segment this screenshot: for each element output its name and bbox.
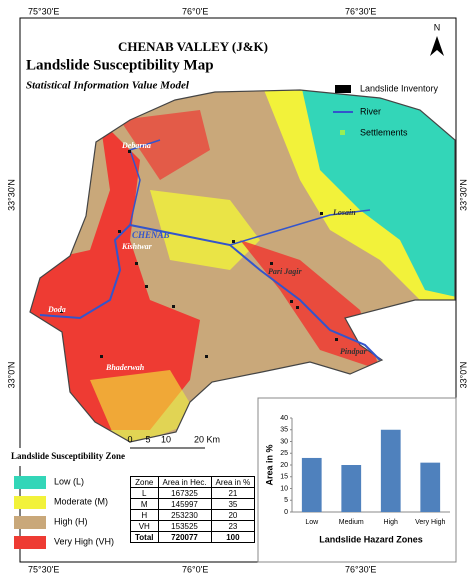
y-tick-label: 5 bbox=[284, 497, 288, 504]
legend-label: Landslide Inventory bbox=[360, 83, 439, 93]
model: Statistical Information Value Model bbox=[26, 80, 190, 92]
zone-swatch bbox=[14, 476, 46, 489]
north-arrow bbox=[430, 36, 444, 56]
y-axis-label: Area in % bbox=[264, 444, 274, 485]
place-label: Kishtwar bbox=[121, 242, 153, 251]
table-cell: L bbox=[130, 487, 159, 499]
graticule-label: 76°30'E bbox=[345, 564, 376, 574]
area-table: Zone Area in Hec. Area in % L 167325 21 M 145… bbox=[130, 476, 256, 543]
table-header: Zone bbox=[130, 476, 159, 488]
y-tick-label: 15 bbox=[280, 474, 288, 481]
place-label: Doda bbox=[47, 305, 66, 314]
graticule-label: 76°0'E bbox=[182, 564, 208, 574]
map-frame bbox=[19, 17, 457, 563]
y-tick-label: 10 bbox=[280, 485, 288, 492]
table-cell: 167325 bbox=[157, 487, 212, 499]
legend-symbol bbox=[340, 130, 345, 135]
table-cell: 253230 bbox=[157, 509, 212, 521]
zone-label: Very High (VH) bbox=[54, 536, 114, 546]
x-tick-label: Very High bbox=[415, 519, 445, 526]
legend-label: Settlements bbox=[360, 127, 408, 137]
zone-label: High (H) bbox=[54, 516, 88, 526]
scale-label: 10 bbox=[161, 434, 171, 444]
place-label: Debarna bbox=[121, 141, 151, 150]
y-tick-label: 35 bbox=[280, 427, 288, 434]
north-label: N bbox=[434, 22, 441, 32]
bar bbox=[380, 429, 401, 512]
map-title: Landslide Susceptibility Map bbox=[26, 57, 214, 73]
bar bbox=[420, 462, 441, 512]
table-header: Area in Hec. bbox=[157, 476, 212, 488]
x-tick-label: Medium bbox=[339, 519, 364, 526]
scale-label: 20 Km bbox=[194, 434, 220, 444]
landslide-points bbox=[60, 150, 338, 358]
graticule-label: 75°30'E bbox=[28, 6, 59, 16]
place-label: Pari Jagir bbox=[268, 267, 302, 276]
river bbox=[39, 223, 381, 361]
place-label: CHENAB bbox=[132, 230, 170, 240]
table-cell: Total bbox=[130, 531, 159, 543]
zone-label: Moderate (M) bbox=[54, 496, 108, 506]
table-cell: 35 bbox=[210, 498, 256, 510]
zone-legend-title: Landslide Susceptibility Zone bbox=[11, 451, 125, 461]
table-cell: H bbox=[130, 509, 159, 521]
region: CHENAB VALLEY (J&K) bbox=[118, 39, 268, 54]
bar bbox=[341, 465, 362, 512]
graticule-label: 76°0'E bbox=[182, 6, 208, 16]
table-cell: 21 bbox=[210, 487, 256, 499]
zone-swatch bbox=[14, 496, 46, 509]
river bbox=[229, 209, 371, 246]
y-tick-label: 20 bbox=[280, 462, 288, 469]
zone-legend-bg bbox=[10, 448, 125, 466]
zone-swatch bbox=[14, 536, 46, 549]
legend-symbol bbox=[335, 85, 351, 93]
x-tick-label: Low bbox=[305, 519, 319, 526]
table-cell: 720077 bbox=[157, 531, 212, 543]
y-tick-label: 0 bbox=[284, 509, 288, 516]
valley-outline bbox=[29, 89, 456, 443]
river bbox=[129, 139, 161, 226]
x-axis-label: Landslide Hazard Zones bbox=[319, 534, 423, 544]
bar bbox=[301, 457, 322, 512]
graticule-label: 33°0'N bbox=[458, 362, 468, 389]
graticule-label: 76°30'E bbox=[345, 6, 376, 16]
table-cell: 20 bbox=[210, 509, 256, 521]
x-tick-label: High bbox=[384, 519, 399, 526]
y-tick-label: 40 bbox=[280, 415, 288, 422]
place-label: Bhaderwah bbox=[105, 363, 145, 372]
table-cell: 23 bbox=[210, 520, 256, 532]
place-label: Losain bbox=[332, 208, 356, 217]
table-cell: M bbox=[130, 498, 159, 510]
scale-label: 5 bbox=[145, 434, 150, 444]
table-header: Area in % bbox=[210, 476, 256, 488]
scale-label: 0 bbox=[127, 434, 132, 444]
graticule-label: 33°0'N bbox=[6, 362, 16, 389]
graticule-label: 33°30'N bbox=[6, 179, 16, 211]
graticule-label: 75°30'E bbox=[28, 564, 59, 574]
place-label: Pindpar bbox=[340, 347, 368, 356]
graticule-label: 33°30'N bbox=[458, 179, 468, 211]
y-tick-label: 25 bbox=[280, 450, 288, 457]
zone-label: Low (L) bbox=[54, 476, 84, 486]
zone-swatch bbox=[14, 516, 46, 529]
table-cell: 100 bbox=[210, 531, 256, 543]
table-cell: 145997 bbox=[157, 498, 212, 510]
legend-label: River bbox=[360, 106, 381, 116]
table-cell: VH bbox=[130, 520, 159, 532]
y-tick-label: 30 bbox=[280, 438, 288, 445]
table-cell: 153525 bbox=[157, 520, 212, 532]
